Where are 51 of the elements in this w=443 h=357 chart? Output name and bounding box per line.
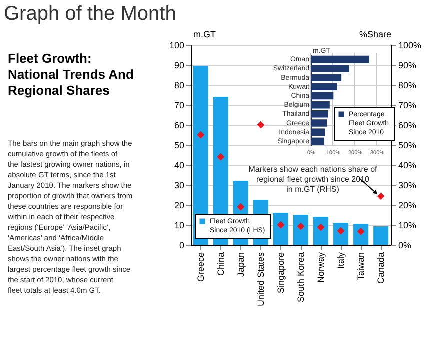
x-tick-label: Japan [236, 252, 246, 278]
bar [311, 138, 324, 146]
y2-tick-label: 0% [398, 240, 412, 250]
point [217, 153, 225, 161]
x-tick-label: Canada [376, 252, 386, 284]
y2-tick-label: 10% [398, 220, 417, 230]
annotation: Markers show each nations share of regional fleet growth since 2010 in m.GT (RHS) [248, 165, 378, 194]
y-tick-label: 10 [174, 220, 184, 230]
bar [311, 92, 334, 100]
y2-tick-label: 60% [398, 120, 417, 130]
y-tick-label: 50 [174, 140, 184, 150]
y-tick-label: 20 [174, 200, 184, 210]
y-tick-label: 80 [174, 80, 184, 90]
y2-tick-label: 90% [398, 60, 417, 70]
x-tick-label: Greece [196, 252, 206, 282]
y-tick-label: 100 [169, 40, 184, 50]
bar [311, 56, 370, 64]
y2-axis-title: %Share [359, 30, 392, 40]
point [257, 121, 265, 129]
x-tick-label: Taiwan [356, 252, 366, 281]
y2-tick-label: 40% [398, 160, 417, 170]
point [197, 131, 205, 139]
bar [314, 217, 329, 245]
y-tick-label: 90 [174, 60, 184, 70]
y-tick-label: 0 [179, 240, 184, 250]
point [237, 203, 245, 211]
bar [273, 213, 288, 245]
bar [294, 215, 309, 245]
x-tick-label: Norway [316, 252, 326, 284]
bar [311, 101, 330, 109]
y2-tick-label: 70% [398, 100, 417, 110]
y2-tick-label: 50% [398, 140, 417, 150]
bar [354, 224, 369, 245]
y-tick-label: 70 [174, 100, 184, 110]
y-tick-label: 60 [174, 120, 184, 130]
y2-tick-label: 100% [398, 40, 422, 50]
x-tick-label: South Korea [296, 252, 306, 303]
y2-tick-label: 80% [398, 80, 417, 90]
y-tick-label: 30 [174, 180, 184, 190]
bar [374, 226, 389, 245]
y2-tick-label: 20% [398, 200, 417, 210]
x-tick-label: United States [256, 252, 266, 307]
text: Graph of the Month [4, 3, 176, 25]
bar [334, 223, 349, 245]
x-tick-label: China [216, 252, 226, 276]
y-axis-title: m.GT [194, 30, 216, 40]
y2-tick-label: 30% [398, 180, 417, 190]
text: Fleet Growth: National Trends And Regional Shares [8, 51, 134, 98]
y-tick-label: 40 [174, 160, 184, 170]
x-tick-label: Italy [336, 252, 346, 270]
point [377, 192, 385, 200]
